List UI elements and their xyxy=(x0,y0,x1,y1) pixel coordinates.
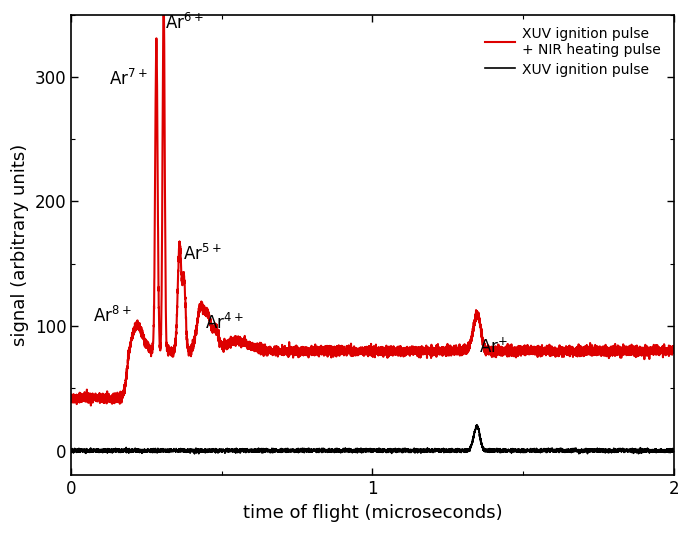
XUV ignition pulse
+ NIR heating pulse xyxy=(285,349,293,355)
XUV ignition pulse
+ NIR heating pulse xyxy=(67,394,75,400)
XUV ignition pulse xyxy=(285,447,293,453)
Legend: XUV ignition pulse
+ NIR heating pulse, XUV ignition pulse: XUV ignition pulse + NIR heating pulse, … xyxy=(480,21,667,83)
XUV ignition pulse xyxy=(450,449,458,455)
Line: XUV ignition pulse: XUV ignition pulse xyxy=(71,425,673,454)
XUV ignition pulse
+ NIR heating pulse xyxy=(546,351,554,358)
XUV ignition pulse xyxy=(190,451,199,457)
XUV ignition pulse xyxy=(669,446,678,453)
Y-axis label: signal (arbitrary units): signal (arbitrary units) xyxy=(11,144,29,346)
Text: Ar$^{7+}$: Ar$^{7+}$ xyxy=(110,69,148,90)
XUV ignition pulse
+ NIR heating pulse xyxy=(450,345,458,352)
Text: Ar$^{5+}$: Ar$^{5+}$ xyxy=(183,244,221,264)
Text: Ar$^{4+}$: Ar$^{4+}$ xyxy=(205,313,244,334)
XUV ignition pulse xyxy=(424,446,432,452)
X-axis label: time of flight (microseconds): time of flight (microseconds) xyxy=(243,504,502,522)
XUV ignition pulse xyxy=(67,448,75,455)
XUV ignition pulse xyxy=(514,446,522,453)
XUV ignition pulse xyxy=(546,447,554,453)
XUV ignition pulse
+ NIR heating pulse xyxy=(424,345,432,352)
XUV ignition pulse
+ NIR heating pulse xyxy=(514,348,522,354)
XUV ignition pulse xyxy=(97,448,106,454)
XUV ignition pulse
+ NIR heating pulse xyxy=(97,395,106,401)
XUV ignition pulse
+ NIR heating pulse xyxy=(87,402,95,409)
Line: XUV ignition pulse
+ NIR heating pulse: XUV ignition pulse + NIR heating pulse xyxy=(71,0,673,406)
XUV ignition pulse xyxy=(473,422,481,428)
Text: Ar$^{6+}$: Ar$^{6+}$ xyxy=(164,13,203,33)
XUV ignition pulse
+ NIR heating pulse xyxy=(669,343,678,350)
Text: Ar$^{+}$: Ar$^{+}$ xyxy=(480,338,508,357)
Text: Ar$^{8+}$: Ar$^{8+}$ xyxy=(93,306,131,326)
